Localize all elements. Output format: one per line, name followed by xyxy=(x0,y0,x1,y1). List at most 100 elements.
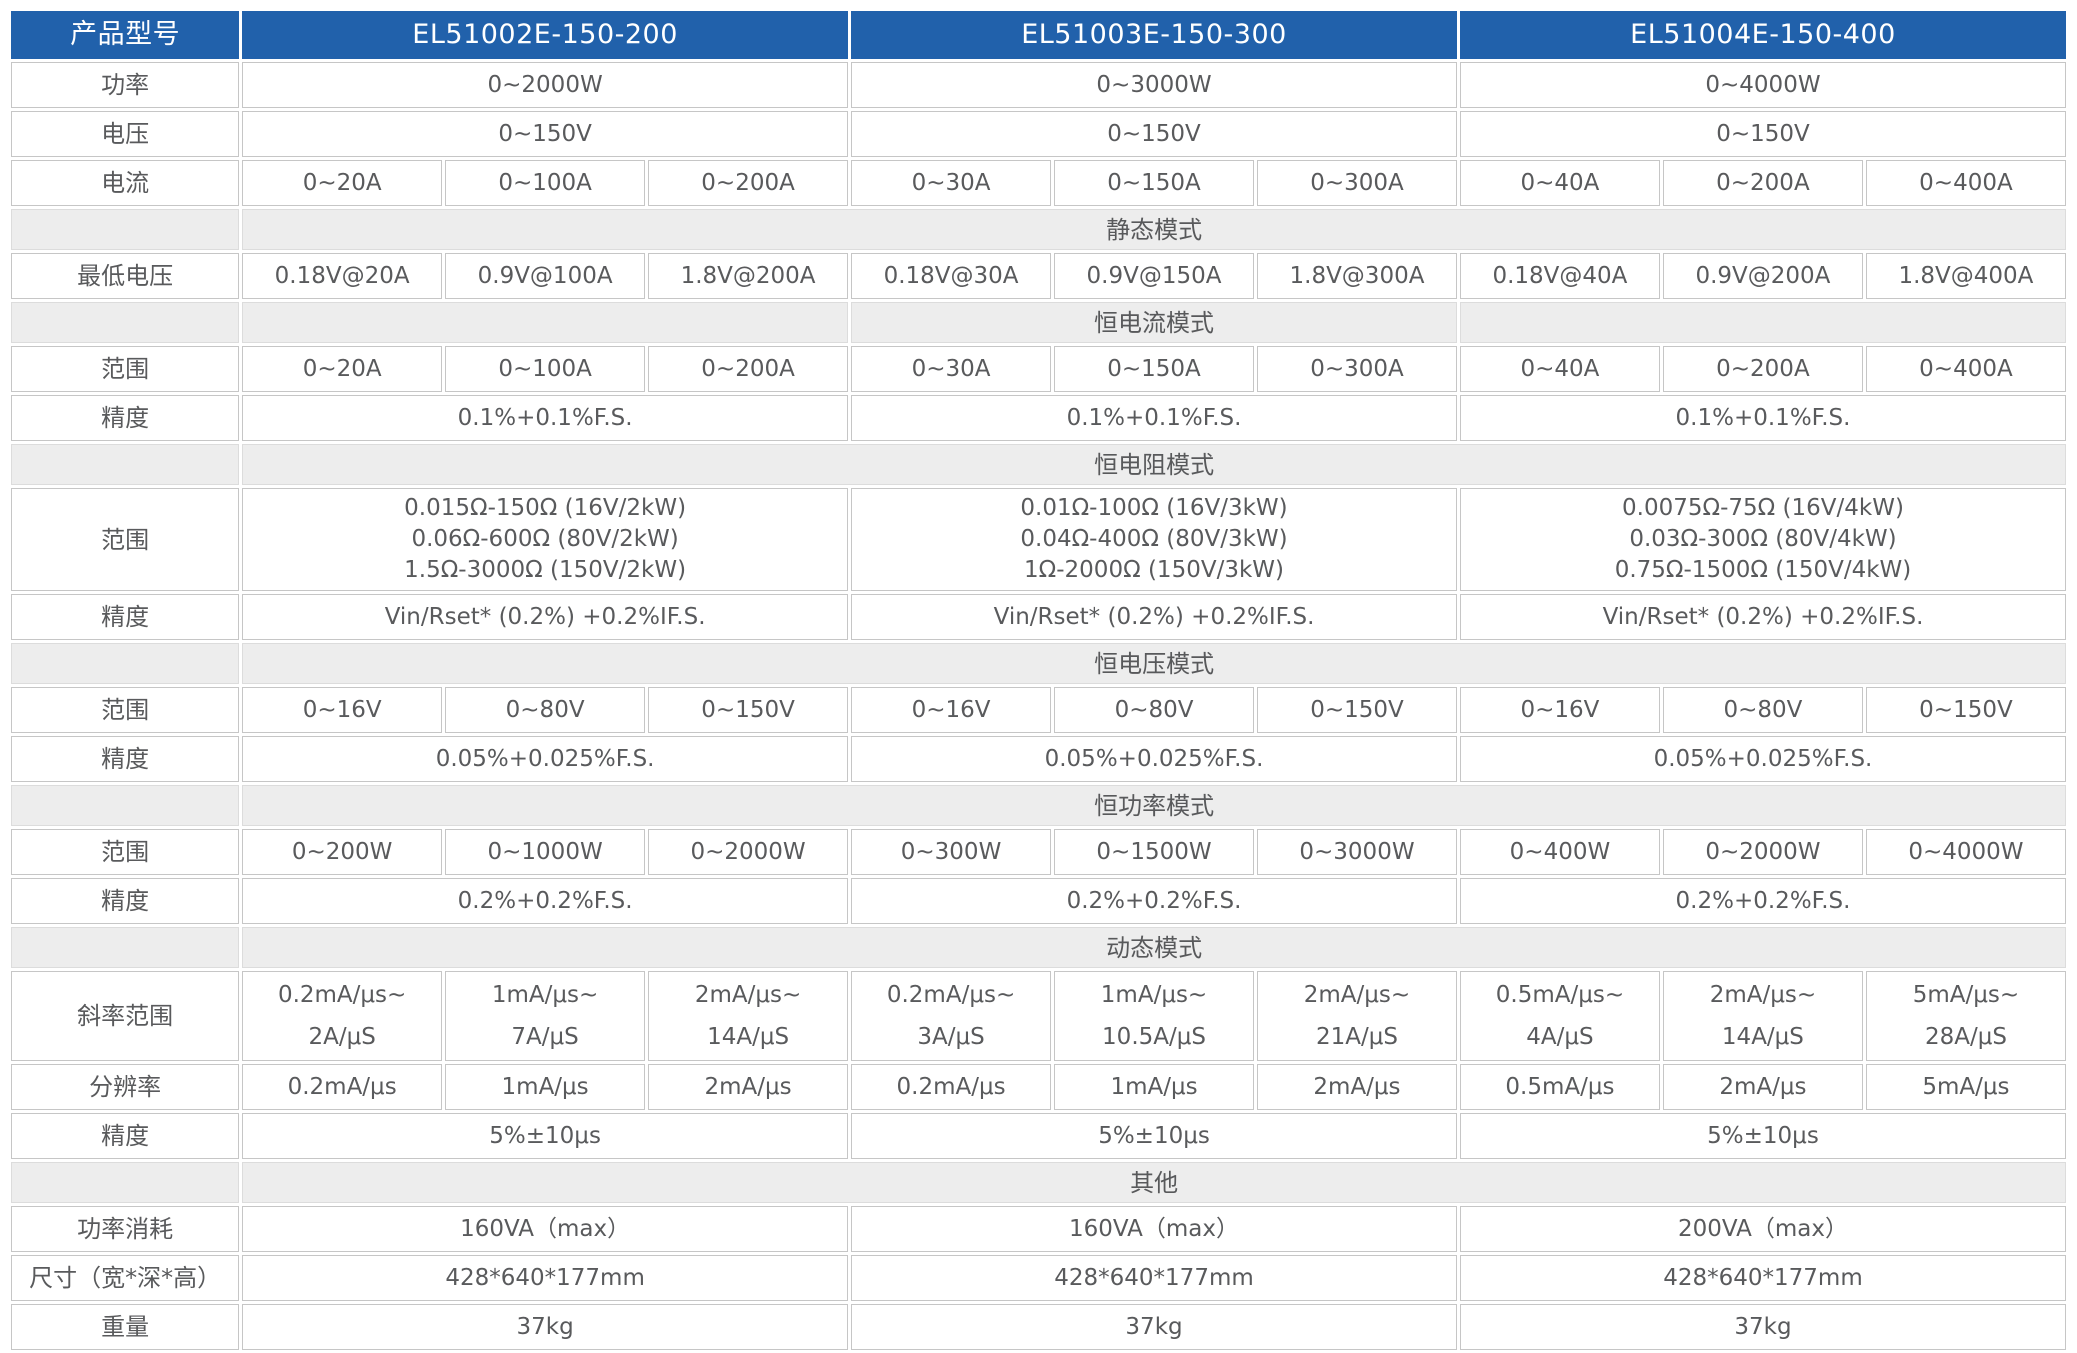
spec-value-line: 0.03Ω-300Ω (80V/4kW) xyxy=(1629,526,1897,552)
model-name: EL51004E-150-400 xyxy=(1459,11,2066,59)
spec-value: 0.18V@30A xyxy=(851,253,1052,299)
spec-value: 0~200A xyxy=(648,346,849,392)
spec-value: 0~100A xyxy=(445,160,646,206)
spec-value: 2mA/μs~ 21A/μS xyxy=(1257,971,1457,1061)
spec-value: 0~400A xyxy=(1865,346,2066,392)
spec-value-line: 1mA/μs~ xyxy=(1100,982,1208,1008)
row-label: 电流 xyxy=(11,160,240,206)
corner-label: 产品型号 xyxy=(11,11,240,59)
spec-value: 0~300A xyxy=(1257,346,1457,392)
spec-value-line: 7A/μS xyxy=(511,1024,579,1050)
section-title xyxy=(11,209,240,250)
table-row: 精度 0.1%+0.1%F.S. 0.1%+0.1%F.S. 0.1%+0.1%F.S… xyxy=(11,395,2066,441)
spec-value: 0.18V@40A xyxy=(1459,253,1660,299)
spec-value: 1mA/μs xyxy=(1054,1064,1254,1110)
row-label: 精度 xyxy=(11,594,240,640)
section-title xyxy=(11,444,240,485)
spec-value: 0.2mA/μs~ 3A/μS xyxy=(851,971,1052,1061)
section-title: 恒电阻模式 xyxy=(242,444,2066,485)
spec-value: 428*640*177mm xyxy=(1459,1255,2066,1301)
spec-value-line: 10.5A/μS xyxy=(1102,1024,1206,1050)
table-row: 静态模式 xyxy=(11,209,2066,250)
spec-value: 0.2mA/μs~ 2A/μS xyxy=(242,971,443,1061)
spec-value: 1mA/μs xyxy=(445,1064,646,1110)
section-title xyxy=(1459,302,2066,343)
spec-value: 0~150V xyxy=(851,111,1457,157)
row-label: 电压 xyxy=(11,111,240,157)
spec-value: 0~150V xyxy=(1865,687,2066,733)
table-row: 恒电阻模式 xyxy=(11,444,2066,485)
table-row: 斜率范围 0.2mA/μs~ 2A/μS 1mA/μs~ 7A/μS 2mA/μs~ 14A… xyxy=(11,971,2066,1061)
row-label: 精度 xyxy=(11,736,240,782)
spec-value-line: 0.06Ω-600Ω (80V/2kW) xyxy=(411,526,679,552)
spec-value: 0~400A xyxy=(1865,160,2066,206)
spec-value: 160VA（max） xyxy=(242,1206,849,1252)
spec-value: 0~150V xyxy=(242,111,849,157)
spec-value-line: 0.5mA/μs~ xyxy=(1495,982,1625,1008)
spec-value: 5%±10μs xyxy=(851,1113,1457,1159)
spec-value: 5mA/μs xyxy=(1865,1064,2066,1110)
row-label: 分辨率 xyxy=(11,1064,240,1110)
spec-value: 0~16V xyxy=(851,687,1052,733)
spec-value-line: 0.0075Ω-75Ω (16V/4kW) xyxy=(1622,495,1904,521)
spec-value: 428*640*177mm xyxy=(242,1255,849,1301)
table-row: 其他 xyxy=(11,1162,2066,1203)
table-row: 功率消耗 160VA（max） 160VA（max） 200VA（max） xyxy=(11,1206,2066,1252)
spec-value: 0~3000W xyxy=(1257,829,1457,875)
spec-value: 2mA/μs~ 14A/μS xyxy=(648,971,849,1061)
table-row: 精度 0.2%+0.2%F.S. 0.2%+0.2%F.S. 0.2%+0.2%F.S… xyxy=(11,878,2066,924)
spec-value: 0~4000W xyxy=(1865,829,2066,875)
row-label: 尺寸（宽*深*高） xyxy=(11,1255,240,1301)
spec-value-line: 21A/μS xyxy=(1315,1024,1398,1050)
section-title xyxy=(11,643,240,684)
spec-value-line: 1Ω-2000Ω (150V/3kW) xyxy=(1024,557,1284,583)
table-row: 最低电压 0.18V@20A 0.9V@100A 1.8V@200A 0.18V@30A… xyxy=(11,253,2066,299)
spec-value: 1.8V@300A xyxy=(1257,253,1457,299)
spec-value: 0~2000W xyxy=(242,62,849,108)
section-title xyxy=(11,927,240,968)
spec-value: 0.01Ω-100Ω (16V/3kW) 0.04Ω-400Ω (80V/3kW)… xyxy=(851,488,1457,591)
section-title xyxy=(242,302,849,343)
spec-value: 0.5mA/μs~ 4A/μS xyxy=(1459,971,1660,1061)
spec-value-line: 0.015Ω-150Ω (16V/2kW) xyxy=(404,495,687,521)
section-title: 静态模式 xyxy=(242,209,2066,250)
spec-value-line: 0.04Ω-400Ω (80V/3kW) xyxy=(1020,526,1288,552)
spec-value: 0.0075Ω-75Ω (16V/4kW) 0.03Ω-300Ω (80V/4kW… xyxy=(1459,488,2066,591)
spec-value: 0~30A xyxy=(851,346,1052,392)
spec-value: 0~3000W xyxy=(851,62,1457,108)
spec-value: 0.1%+0.1%F.S. xyxy=(242,395,849,441)
spec-value: 1.8V@200A xyxy=(648,253,849,299)
spec-value-line: 2mA/μs~ xyxy=(694,982,802,1008)
row-label: 精度 xyxy=(11,878,240,924)
row-label: 范围 xyxy=(11,687,240,733)
spec-value: Vin/Rset* (0.2%) +0.2%IF.S. xyxy=(1459,594,2066,640)
spec-value: Vin/Rset* (0.2%) +0.2%IF.S. xyxy=(851,594,1457,640)
spec-value-line: 1mA/μs~ xyxy=(491,982,599,1008)
spec-value: 0~200A xyxy=(1662,160,1863,206)
row-label: 功率 xyxy=(11,62,240,108)
spec-value: 0.2mA/μs xyxy=(851,1064,1052,1110)
row-label: 重量 xyxy=(11,1304,240,1350)
spec-value: 0.9V@150A xyxy=(1054,253,1254,299)
spec-value: 0.05%+0.025%F.S. xyxy=(1459,736,2066,782)
section-title xyxy=(11,785,240,826)
spec-value: 0~2000W xyxy=(648,829,849,875)
table-row: 尺寸（宽*深*高） 428*640*177mm 428*640*177mm 428*6… xyxy=(11,1255,2066,1301)
table-row: 重量 37kg 37kg 37kg xyxy=(11,1304,2066,1350)
spec-value: 0.015Ω-150Ω (16V/2kW) 0.06Ω-600Ω (80V/2kW… xyxy=(242,488,849,591)
spec-value: 0~80V xyxy=(1054,687,1254,733)
spec-value: 0~100A xyxy=(445,346,646,392)
spec-value: 0.2%+0.2%F.S. xyxy=(851,878,1457,924)
spec-value: 0~300A xyxy=(1257,160,1457,206)
spec-value: 0~80V xyxy=(1662,687,1863,733)
spec-value: 0~30A xyxy=(851,160,1052,206)
spec-value: 0~4000W xyxy=(1459,62,2066,108)
spec-value: 37kg xyxy=(851,1304,1457,1350)
spec-value: 0~400W xyxy=(1459,829,1660,875)
spec-value-line: 4A/μS xyxy=(1526,1024,1594,1050)
table-row: 范围 0~20A 0~100A 0~200A 0~30A 0~150A 0~300A 0~40… xyxy=(11,346,2066,392)
spec-value-line: 2mA/μs~ xyxy=(1303,982,1411,1008)
spec-value: Vin/Rset* (0.2%) +0.2%IF.S. xyxy=(242,594,849,640)
spec-value: 2mA/μs~ 14A/μS xyxy=(1662,971,1863,1061)
spec-value-line: 28A/μS xyxy=(1924,1024,2007,1050)
